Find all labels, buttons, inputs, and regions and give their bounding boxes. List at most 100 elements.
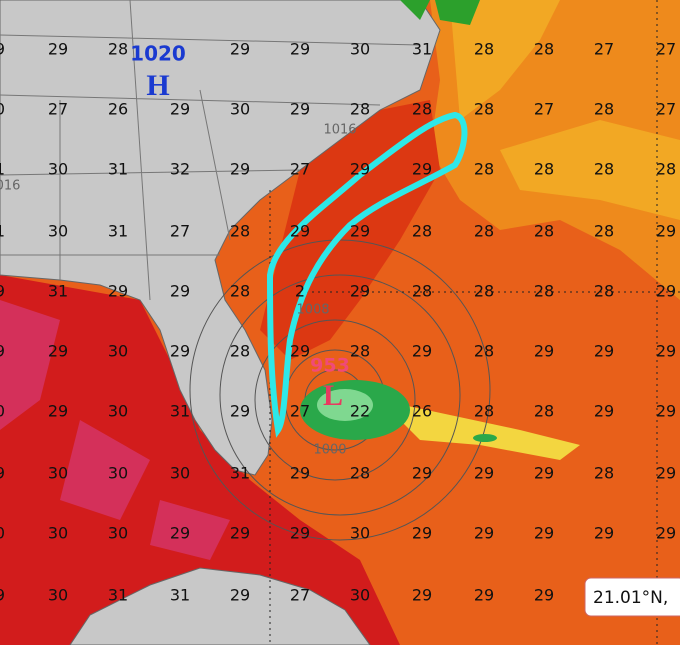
sst-value: 29 <box>290 40 310 59</box>
sst-value: 29 <box>656 282 676 301</box>
sst-value: 30 <box>108 402 128 421</box>
hurricane-eye <box>317 389 373 421</box>
sst-value: 28 <box>594 464 614 483</box>
sst-value: 27 <box>534 100 554 119</box>
isobar-label: 016 <box>0 179 20 194</box>
sst-value: 30 <box>48 160 68 179</box>
sst-value: 31 <box>108 222 128 241</box>
sst-value: 28 <box>108 40 128 59</box>
sst-value: 29 <box>534 464 554 483</box>
green-patch <box>473 434 497 442</box>
sst-value: 28 <box>594 160 614 179</box>
sst-value: 27 <box>594 40 614 59</box>
gulf <box>0 275 400 645</box>
sst-value: 28 <box>474 100 494 119</box>
sst-value: 29 <box>230 586 250 605</box>
sst-value: 27 <box>656 100 676 119</box>
sst-value: 27 <box>290 402 310 421</box>
sst-value: 29 <box>350 160 370 179</box>
sst-value: 29 <box>170 342 190 361</box>
sst-value: 29 <box>412 524 432 543</box>
gulf-pink <box>0 300 230 560</box>
sst-value: 29 <box>474 464 494 483</box>
sst-value: 29 <box>290 464 310 483</box>
land <box>0 0 441 476</box>
sst-value: 28 <box>534 222 554 241</box>
sst-value: 29 <box>534 586 554 605</box>
sst-value: 29 <box>534 524 554 543</box>
sst-value: 26 <box>412 402 432 421</box>
sst-value: 29 <box>170 524 190 543</box>
sst-value: 29 <box>230 524 250 543</box>
sst-value: 29 <box>656 222 676 241</box>
sst-value: 9 <box>0 586 5 605</box>
sst-value: 29 <box>594 524 614 543</box>
sst-value: 2 <box>295 282 305 301</box>
sst-value: 27 <box>48 100 68 119</box>
sst-value: 29 <box>350 282 370 301</box>
sst-value: 29 <box>534 342 554 361</box>
sst-value: 28 <box>474 282 494 301</box>
sst-value: 1 <box>0 222 5 241</box>
sst-value: 28 <box>534 160 554 179</box>
sst-value: 0 <box>0 524 5 543</box>
sst-value: 31 <box>108 586 128 605</box>
sst-value: 29 <box>290 100 310 119</box>
sst-value: 28 <box>594 282 614 301</box>
sst-value: 30 <box>170 464 190 483</box>
sst-value: 30 <box>350 40 370 59</box>
sst-value: 29 <box>48 342 68 361</box>
sst-value: 31 <box>412 40 432 59</box>
sst-value: 29 <box>350 222 370 241</box>
sst-value: 29 <box>170 282 190 301</box>
sst-value: 29 <box>108 282 128 301</box>
isobar-label: 1000 <box>313 443 346 458</box>
isobar-label: 1016 <box>323 123 356 138</box>
cold-wake <box>380 400 580 460</box>
sst-value: 28 <box>350 464 370 483</box>
sst-value: 29 <box>412 464 432 483</box>
sst-value: 28 <box>474 342 494 361</box>
cuba <box>69 567 371 645</box>
sst-value: 31 <box>170 586 190 605</box>
sst-value: 29 <box>656 524 676 543</box>
sst-value: 30 <box>48 586 68 605</box>
sst-value: 0 <box>0 100 5 119</box>
sst-value: 28 <box>412 100 432 119</box>
sst-value: 28 <box>474 222 494 241</box>
sst-value: 29 <box>230 160 250 179</box>
sst-value: 28 <box>474 40 494 59</box>
sst-value: 32 <box>170 160 190 179</box>
sst-value: 28 <box>230 282 250 301</box>
sst-value: 29 <box>48 402 68 421</box>
sst-value: 29 <box>412 586 432 605</box>
sst-value: 29 <box>656 464 676 483</box>
sst-value: 29 <box>656 342 676 361</box>
sst-value: 28 <box>534 402 554 421</box>
sst-value: 28 <box>534 282 554 301</box>
sst-value: 28 <box>656 160 676 179</box>
sst-value: 28 <box>594 100 614 119</box>
sst-value: 0 <box>0 402 5 421</box>
sst-value: 31 <box>230 464 250 483</box>
grid-labels: 9292829293031282827270272629302928282827… <box>0 40 676 605</box>
isobar-label: 1008 <box>296 303 329 318</box>
sst-value: 9 <box>0 282 5 301</box>
sst-value: 26 <box>108 100 128 119</box>
sst-value: 28 <box>230 342 250 361</box>
sst-value: 9 <box>0 342 5 361</box>
high-pressure: 1020 <box>130 42 186 66</box>
ocean-cool <box>450 0 680 220</box>
sst-value: 29 <box>48 40 68 59</box>
sst-value: 22 <box>350 402 370 421</box>
sst-value: 29 <box>474 524 494 543</box>
low-symbol: L <box>323 379 343 412</box>
sst-value: 30 <box>350 524 370 543</box>
high-symbol: H <box>146 69 169 102</box>
sst-value: 30 <box>350 586 370 605</box>
sst-value: 9 <box>0 40 5 59</box>
sst-value: 30 <box>108 524 128 543</box>
sst-value: 27 <box>290 160 310 179</box>
